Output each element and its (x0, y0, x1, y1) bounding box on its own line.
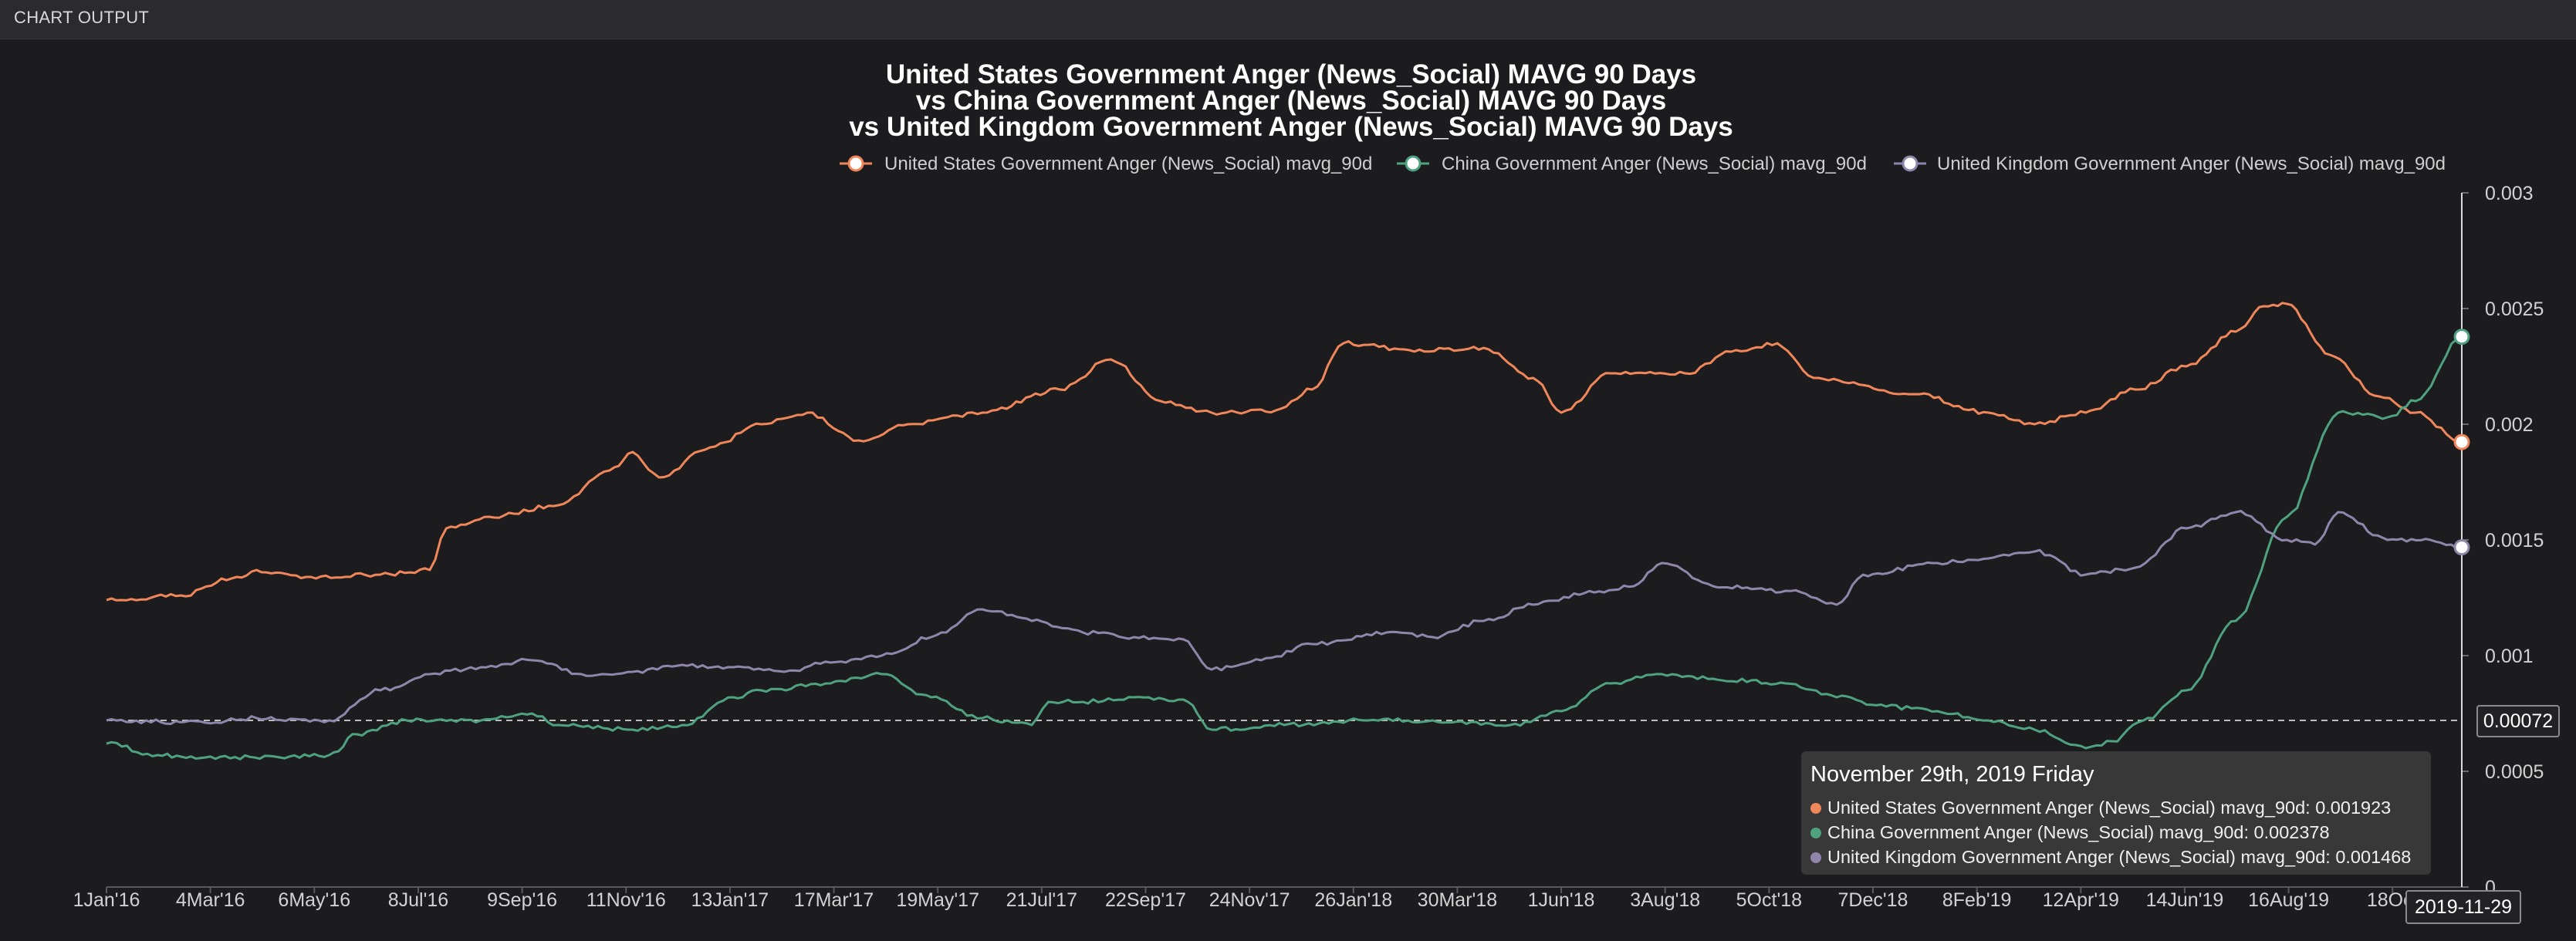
x-crosshair-date-label: 2019-11-29 (2405, 890, 2521, 924)
x-tick-label: 4Mar'16 (176, 889, 245, 911)
x-tick-label: 9Sep'16 (487, 889, 557, 911)
x-tick-label: 22Sep'17 (1105, 889, 1186, 911)
cursor-markers (2453, 329, 2470, 556)
series-line-us[interactable] (106, 302, 2463, 602)
legend-label-uk: United Kingdom Government Anger (News_So… (1937, 153, 2446, 174)
tooltip-row-us: United States Government Anger (News_Soc… (1810, 795, 2431, 820)
legend: United States Government Anger (News_Soc… (840, 153, 2446, 174)
panel-title: CHART OUTPUT (14, 8, 150, 27)
cursor-marker-china (2453, 329, 2470, 346)
legend-swatch-marker-china (1405, 155, 1422, 172)
chart-title: United States Government Anger (News_Soc… (849, 59, 1733, 142)
legend-swatch-marker-us (847, 155, 864, 172)
cursor-marker-uk (2453, 539, 2470, 556)
panel-header: CHART OUTPUT (0, 0, 2576, 39)
y-tick-label: 0.0015 (2485, 530, 2544, 551)
tooltip-text-china: China Government Anger (News_Social) mav… (1827, 822, 2330, 842)
x-tick-label: 3Aug'18 (1630, 889, 1700, 911)
x-tick-label: 8Feb'19 (1942, 889, 2012, 911)
x-tick-label: 7Dec'18 (1838, 889, 1908, 911)
x-tick-label: 6May'16 (278, 889, 350, 911)
tooltip-row-china: China Government Anger (News_Social) mav… (1810, 820, 2431, 845)
tooltip: November 29th, 2019 Friday United States… (1801, 751, 2431, 875)
tooltip-dot-china (1810, 828, 1821, 838)
x-tick-label: 5Oct'18 (1736, 889, 1802, 911)
legend-label-china: China Government Anger (News_Social) mav… (1442, 153, 1867, 174)
series-line-china[interactable] (106, 336, 2463, 761)
y-tick-label: 0.002 (2485, 414, 2534, 436)
legend-label-us: United States Government Anger (News_Soc… (884, 153, 1372, 174)
tooltip-text-us: United States Government Anger (News_Soc… (1827, 798, 2392, 818)
x-tick-label: 30Mar'18 (1418, 889, 1497, 911)
series-layer (106, 302, 2463, 761)
legend-item-china[interactable]: China Government Anger (News_Social) mav… (1397, 153, 1867, 174)
x-tick-label: 8Jul'16 (388, 889, 448, 911)
y-tick-label: 0.0005 (2485, 761, 2544, 783)
x-tick-label: 12Apr'19 (2043, 889, 2119, 911)
line-chart[interactable]: United States Government Anger (News_Soc… (0, 40, 2576, 941)
legend-item-uk[interactable]: United Kingdom Government Anger (News_So… (1894, 153, 2446, 174)
x-tick-label: 13Jan'17 (691, 889, 769, 911)
y-tick-label: 0.003 (2485, 183, 2534, 204)
x-tick-label: 16Aug'19 (2248, 889, 2329, 911)
tooltip-title: November 29th, 2019 Friday (1810, 762, 2094, 787)
tooltip-dot-uk (1810, 852, 1821, 863)
x-tick-label: 1Jun'18 (1528, 889, 1595, 911)
x-tick-label: 26Jan'18 (1314, 889, 1392, 911)
legend-item-us[interactable]: United States Government Anger (News_Soc… (840, 153, 1372, 174)
chart-title-line-1: United States Government Anger (News_Soc… (886, 59, 1696, 89)
chart-title-line-2: vs China Government Anger (News_Social) … (916, 86, 1667, 116)
y-tick-label: 0.001 (2485, 646, 2534, 667)
tooltip-dot-us (1810, 803, 1821, 814)
x-tick-label: 19May'17 (896, 889, 979, 911)
tooltip-row-uk: United Kingdom Government Anger (News_So… (1810, 845, 2431, 869)
x-tick-label: 17Mar'17 (794, 889, 874, 911)
series-line-uk[interactable] (106, 510, 2463, 725)
tooltip-text-uk: United Kingdom Government Anger (News_So… (1827, 847, 2412, 867)
y-tick-label: 0.0025 (2485, 298, 2544, 320)
x-tick-label: 24Nov'17 (1209, 889, 1290, 911)
x-axis: 1Jan'16 4Mar'16 6May'16 8Jul'16 9Sep'16 11Nov… (73, 886, 2462, 911)
x-tick-label: 11Nov'16 (587, 889, 666, 911)
chart-title-line-3: vs United Kingdom Government Anger (News… (849, 112, 1733, 142)
legend-swatch-marker-uk (1902, 155, 1918, 172)
x-tick-label: 1Jan'16 (73, 889, 140, 911)
cursor-marker-us (2453, 433, 2470, 450)
x-tick-label: 21Jul'17 (1006, 889, 1077, 911)
y-crosshair-value-label: 0.00072 (2476, 705, 2560, 737)
x-tick-label: 14Jun'19 (2146, 889, 2224, 911)
